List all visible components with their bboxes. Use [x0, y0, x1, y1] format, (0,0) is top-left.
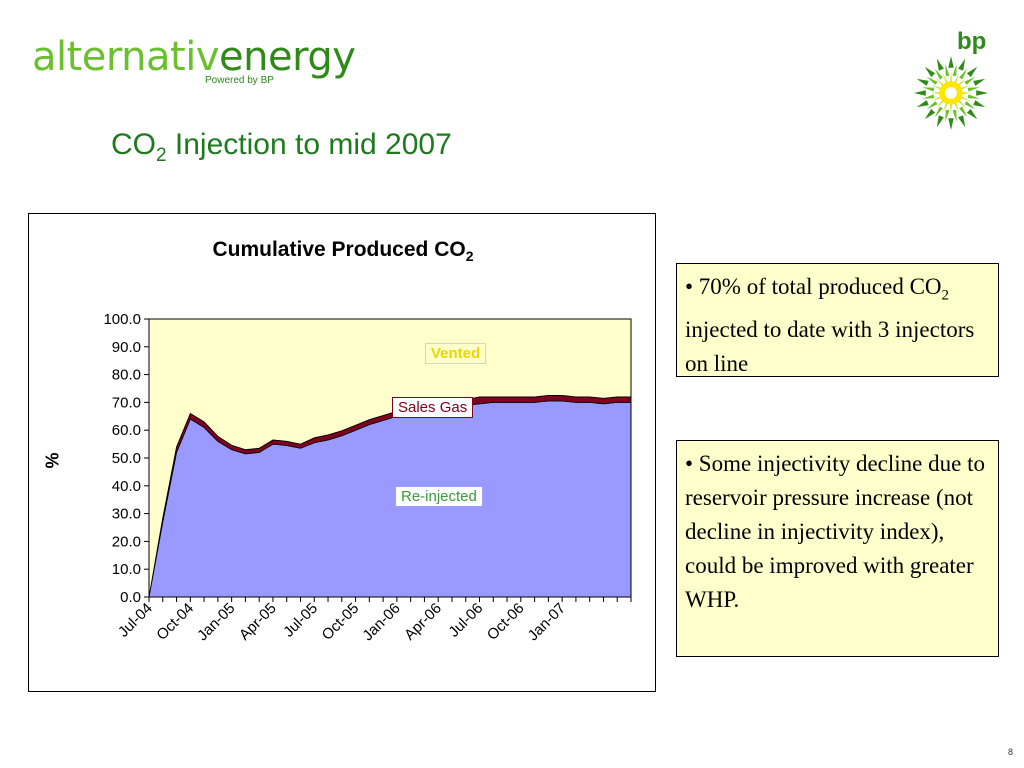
chart-title-text: Cumulative Produced CO — [212, 238, 466, 261]
helios-petal — [958, 58, 966, 71]
logo-subtitle: Powered by BP — [205, 75, 274, 86]
helios-petal — [973, 100, 986, 108]
y-tick-label: 100.0 — [103, 311, 141, 328]
helios-petal — [952, 109, 957, 122]
annotation-vented: Vented — [425, 343, 487, 364]
helios-petal — [949, 71, 953, 84]
helios-petal — [976, 90, 989, 96]
y-tick-label: 90.0 — [112, 339, 141, 356]
y-tick-label: 0.0 — [120, 589, 141, 606]
helios-petal — [959, 106, 968, 118]
text-box-injection-summary: • 70% of total produced CO2 injected to … — [676, 263, 999, 377]
logo-word-energy: energy — [219, 34, 356, 80]
slide-title-rest: Injection to mid 2007 — [166, 128, 452, 161]
text-box-1-subscript: 2 — [941, 287, 950, 304]
helios-petal — [922, 87, 935, 92]
alternative-energy-logo: alternativenergy — [32, 34, 356, 80]
y-tick-label: 70.0 — [112, 394, 141, 411]
helios-petal — [916, 100, 929, 108]
x-tick-label: Jan-05 — [194, 600, 238, 644]
chart-title: Cumulative Produced CO2 — [29, 238, 657, 264]
helios-petal — [926, 101, 938, 110]
helios-petal — [924, 66, 936, 78]
helios-petal — [934, 68, 943, 80]
page-number: 8 — [1008, 747, 1014, 757]
x-tick-label: Jul-05 — [280, 600, 321, 641]
helios-petal — [935, 77, 945, 87]
logo-word-alternativ: alternativ — [32, 34, 220, 80]
helios-petal — [942, 101, 949, 113]
helios-petal — [966, 66, 978, 78]
helios-petal — [967, 87, 980, 92]
helios-petal — [948, 55, 954, 68]
chart-frame: Cumulative Produced CO2 % 0.0 10.0 20.0 30.… — [28, 213, 656, 692]
helios-petal — [966, 108, 978, 120]
helios-petal — [959, 68, 968, 80]
helios-petal — [936, 58, 944, 71]
helios-petal — [945, 109, 950, 122]
helios-petal — [952, 64, 957, 77]
helios-petal — [916, 78, 929, 86]
helios-petal — [936, 115, 944, 128]
y-tick-label: 10.0 — [112, 561, 141, 578]
helios-petal — [948, 118, 954, 131]
helios-petal — [934, 106, 943, 118]
y-tick-label: 30.0 — [112, 506, 141, 523]
helios-petal — [913, 90, 926, 96]
helios-petal — [931, 95, 943, 102]
helios-petal — [959, 95, 971, 102]
helios-petal — [959, 84, 971, 91]
y-tick-label: 40.0 — [112, 478, 141, 495]
helios-petal — [924, 108, 936, 120]
annotation-sales-gas: Sales Gas — [392, 397, 474, 418]
chart-plot: 0.0 10.0 20.0 30.0 40.0 50.0 60.0 70.0 80.0 90.0 1… — [103, 311, 632, 644]
helios-petal — [949, 102, 953, 115]
x-tick-label: Oct-05 — [319, 600, 363, 644]
helios-petal — [958, 115, 966, 128]
y-tick-label: 80.0 — [112, 367, 141, 384]
x-tick-label: Apr-06 — [401, 600, 445, 644]
slide-title: CO2 Injection to mid 2007 — [111, 128, 452, 167]
helios-petal — [953, 73, 960, 85]
helios-petal — [964, 101, 976, 110]
slide-title-subscript: 2 — [156, 145, 167, 166]
helios-petal — [942, 73, 949, 85]
annotation-re-injected: Re-injected — [395, 486, 483, 507]
x-tick-label: Jan-06 — [359, 600, 403, 644]
text-box-1-part2: injected to date with 3 injectors on lin… — [685, 316, 975, 376]
helios-petal — [973, 78, 986, 86]
bp-wordmark: bp — [957, 28, 987, 55]
bp-helios-logo-icon — [913, 55, 989, 131]
text-box-2-text: • Some injectivity decline due to reserv… — [685, 451, 985, 612]
helios-petal — [967, 94, 980, 99]
text-box-1-part1: • 70% of total produced CO — [685, 274, 942, 299]
text-box-injectivity-decline: • Some injectivity decline due to reserv… — [676, 440, 999, 657]
helios-petal — [931, 84, 943, 91]
x-tick-label: Jul-06 — [445, 600, 486, 641]
x-tick-label: Oct-06 — [484, 600, 528, 644]
y-tick-label: 20.0 — [112, 533, 141, 550]
helios-petal — [957, 99, 967, 109]
x-tick-label: Apr-05 — [236, 600, 280, 644]
helios-petal — [957, 77, 967, 87]
slide-title-co: CO — [111, 128, 156, 161]
helios-petal — [935, 99, 945, 109]
helios-petal — [926, 76, 938, 85]
x-tick-label: Oct-04 — [153, 600, 197, 644]
chart-title-subscript: 2 — [465, 248, 474, 265]
helios-petal — [964, 76, 976, 85]
helios-petal — [945, 64, 950, 77]
helios-petal — [922, 94, 935, 99]
helios-center — [945, 87, 957, 99]
y-tick-label: 50.0 — [112, 450, 141, 467]
helios-petal — [953, 101, 960, 113]
helios-petal — [929, 91, 942, 95]
y-tick-label: 60.0 — [112, 422, 141, 439]
x-tick-label: Jan-07 — [525, 600, 569, 644]
helios-petal — [960, 91, 973, 95]
